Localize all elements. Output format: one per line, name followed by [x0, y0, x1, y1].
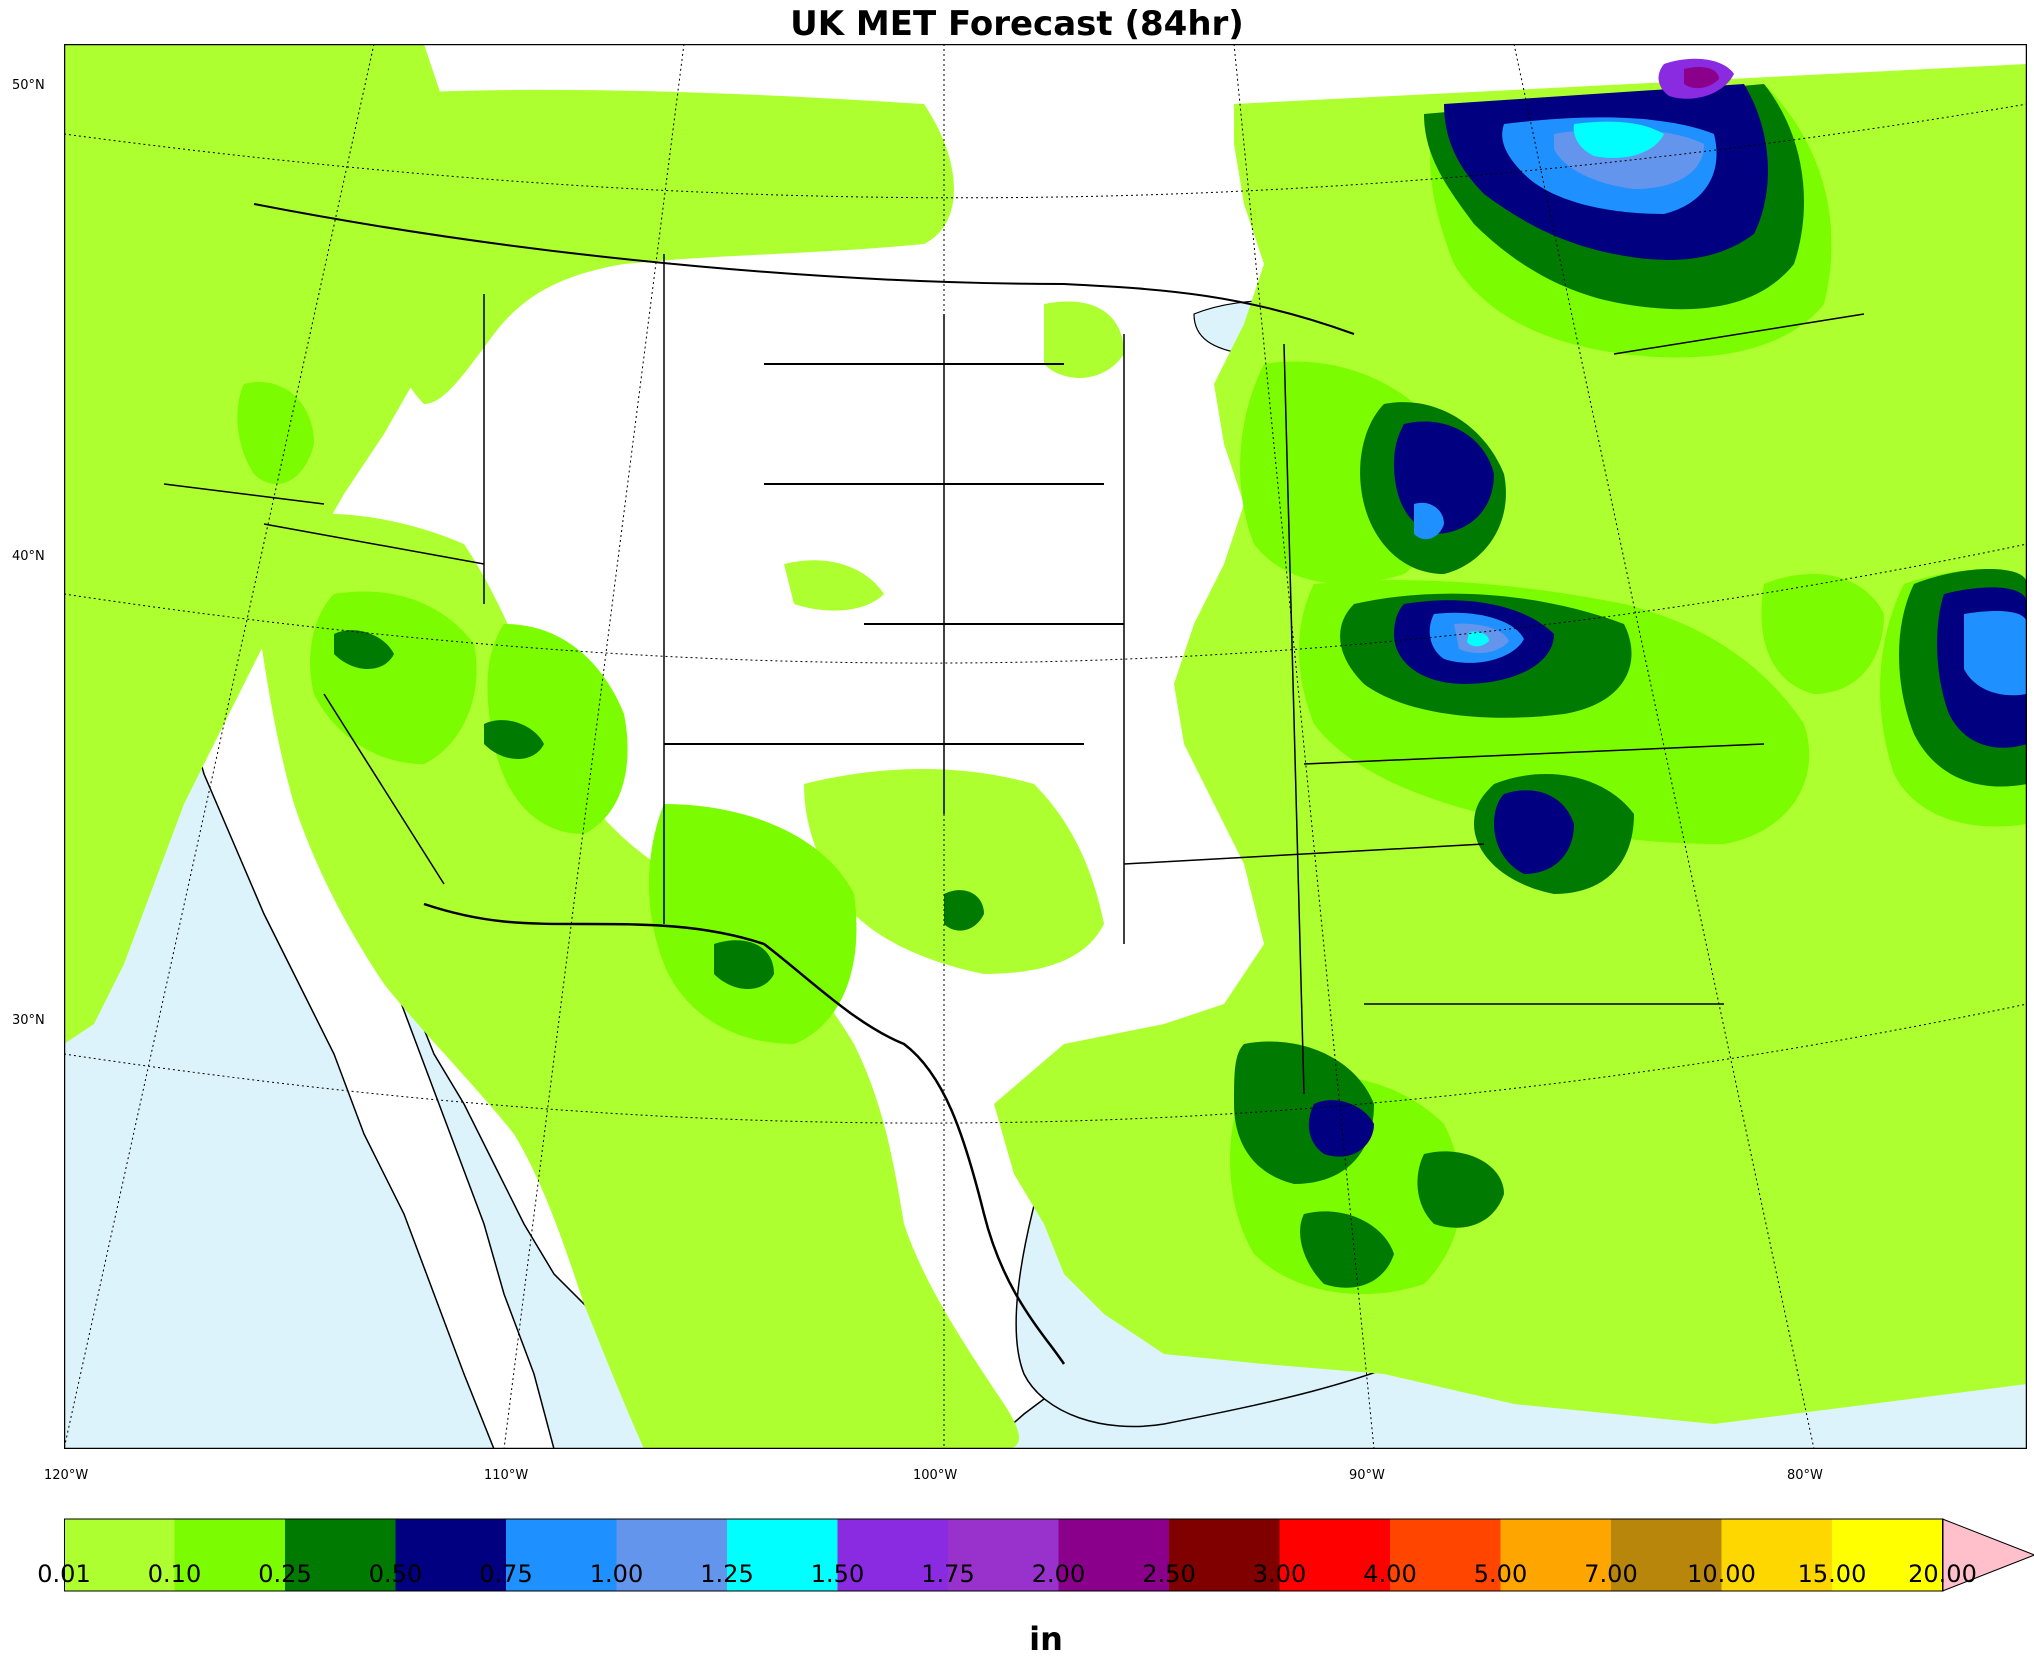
- lat-label-30n: 30°N: [12, 1013, 45, 1028]
- lon-label-90w: 90°W: [1349, 1468, 1385, 1483]
- colorbar-segment: [1832, 1519, 1943, 1591]
- colorbar-tick-label: 1.50: [810, 1560, 865, 1588]
- colorbar-segment: [1169, 1519, 1280, 1591]
- colorbar-segment: [616, 1519, 727, 1591]
- lat-label-50n: 50°N: [12, 78, 45, 93]
- colorbar-tick-label: 7.00: [1584, 1560, 1638, 1588]
- lon-label-120w: 120°W: [44, 1468, 89, 1483]
- colorbar-tick-label: 0.50: [368, 1560, 423, 1588]
- colorbar-unit: in: [1029, 1620, 1063, 1658]
- precipitation-map: [64, 44, 2027, 1449]
- colorbar-tick-label: 4.00: [1363, 1560, 1417, 1588]
- colorbar-tick-label: 3.00: [1252, 1560, 1307, 1588]
- borders: [163, 203, 1865, 1365]
- colorbar-segment: [948, 1519, 1059, 1591]
- colorbar-tick-label: 2.50: [1142, 1560, 1196, 1588]
- colorbar-tick-label: 0.75: [479, 1560, 533, 1588]
- colorbar-segment: [395, 1519, 506, 1591]
- lon-label-80w: 80°W: [1787, 1468, 1823, 1483]
- colorbar-tick-label: 0.10: [147, 1560, 202, 1588]
- colorbar-tick-label: 15.00: [1797, 1560, 1867, 1588]
- colorbar-segment: [837, 1519, 948, 1591]
- colorbar-segment: [174, 1519, 285, 1591]
- colorbar-tick-label: 1.75: [921, 1560, 975, 1588]
- colorbar-tick-label: 0.25: [258, 1560, 312, 1588]
- colorbar-tick-label: 2.00: [1031, 1560, 1086, 1588]
- colorbar-segment: [285, 1519, 396, 1591]
- colorbar-tick-label: 1.00: [589, 1560, 644, 1588]
- colorbar-segment: [1058, 1519, 1169, 1591]
- colorbar-segment: [1500, 1519, 1611, 1591]
- colorbar-segment: [1721, 1519, 1832, 1591]
- colorbar-segment: [64, 1519, 175, 1591]
- colorbar-tick-label: 20.00: [1908, 1560, 1977, 1588]
- colorbar-tick-label: 10.00: [1687, 1560, 1756, 1588]
- colorbar-segment: [506, 1519, 617, 1591]
- colorbar: [64, 1518, 2034, 1592]
- colorbar-tick-label: 1.25: [700, 1560, 754, 1588]
- colorbar-segment: [727, 1519, 838, 1591]
- map-title: UK MET Forecast (84hr): [790, 4, 1244, 44]
- colorbar-tick-label: 0.01: [37, 1560, 91, 1588]
- colorbar-segment: [1611, 1519, 1722, 1591]
- precip-2.00: [1684, 67, 1719, 89]
- colorbar-segment: [1390, 1519, 1501, 1591]
- colorbar-tick-label: 5.00: [1473, 1560, 1528, 1588]
- lon-label-100w: 100°W: [913, 1468, 958, 1483]
- lon-label-110w: 110°W: [484, 1468, 529, 1483]
- graticule: [64, 44, 2027, 1449]
- colorbar-segment: [1279, 1519, 1390, 1591]
- precip-1.25: [1467, 121, 1664, 647]
- lat-label-40n: 40°N: [12, 549, 45, 564]
